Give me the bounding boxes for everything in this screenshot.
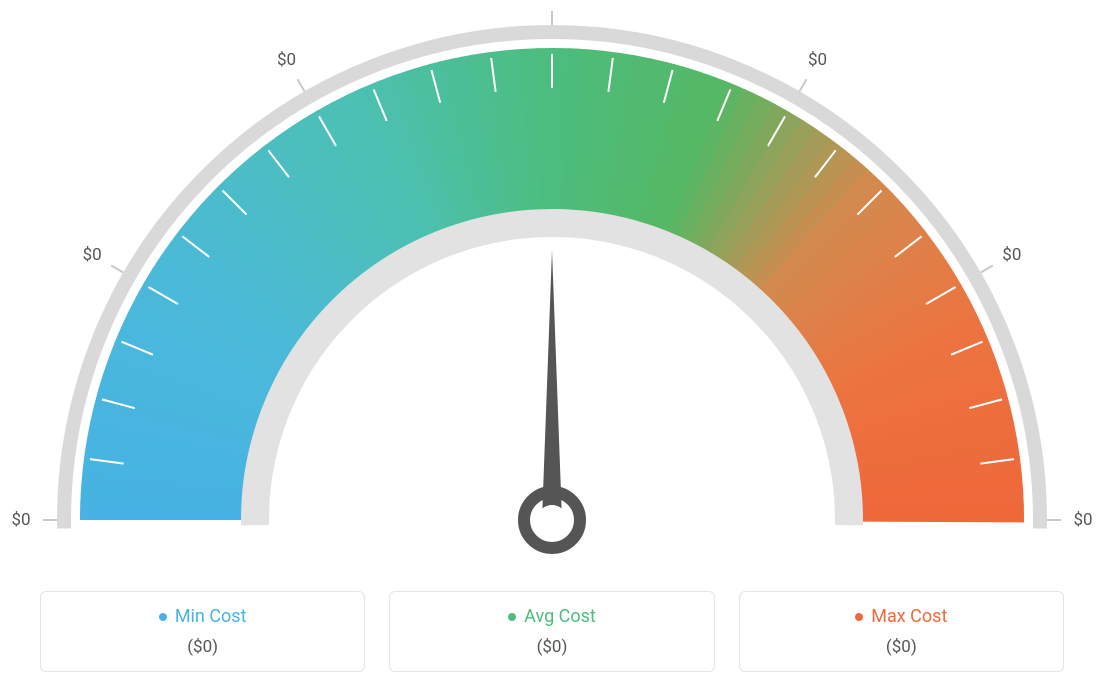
legend-title-max: Max Cost [855,606,947,627]
gauge-svg [0,0,1104,560]
legend-title-avg: Avg Cost [508,606,596,627]
legend-value-avg: ($0) [400,637,703,657]
gauge-tick-label: $0 [83,245,102,265]
legend-card-max: Max Cost ($0) [739,591,1064,673]
legend-title-text: Avg Cost [524,606,596,627]
legend-title-text: Min Cost [175,606,247,627]
dot-icon [159,613,167,621]
gauge-tick-label: $0 [1002,245,1021,265]
dot-icon [855,613,863,621]
legend-row: Min Cost ($0) Avg Cost ($0) Max Cost ($0… [40,591,1064,673]
gauge-tick-label: $0 [1073,510,1092,530]
legend-card-avg: Avg Cost ($0) [389,591,714,673]
legend-value-max: ($0) [750,637,1053,657]
gauge-chart: $0$0$0$0$0$0$0 [0,0,1104,560]
gauge-tick-label: $0 [808,50,827,70]
legend-card-min: Min Cost ($0) [40,591,365,673]
legend-title-min: Min Cost [159,606,247,627]
legend-title-text: Max Cost [871,606,947,627]
gauge-tick-label: $0 [277,50,296,70]
legend-value-min: ($0) [51,637,354,657]
gauge-tick-label: $0 [11,510,30,530]
dot-icon [508,613,516,621]
